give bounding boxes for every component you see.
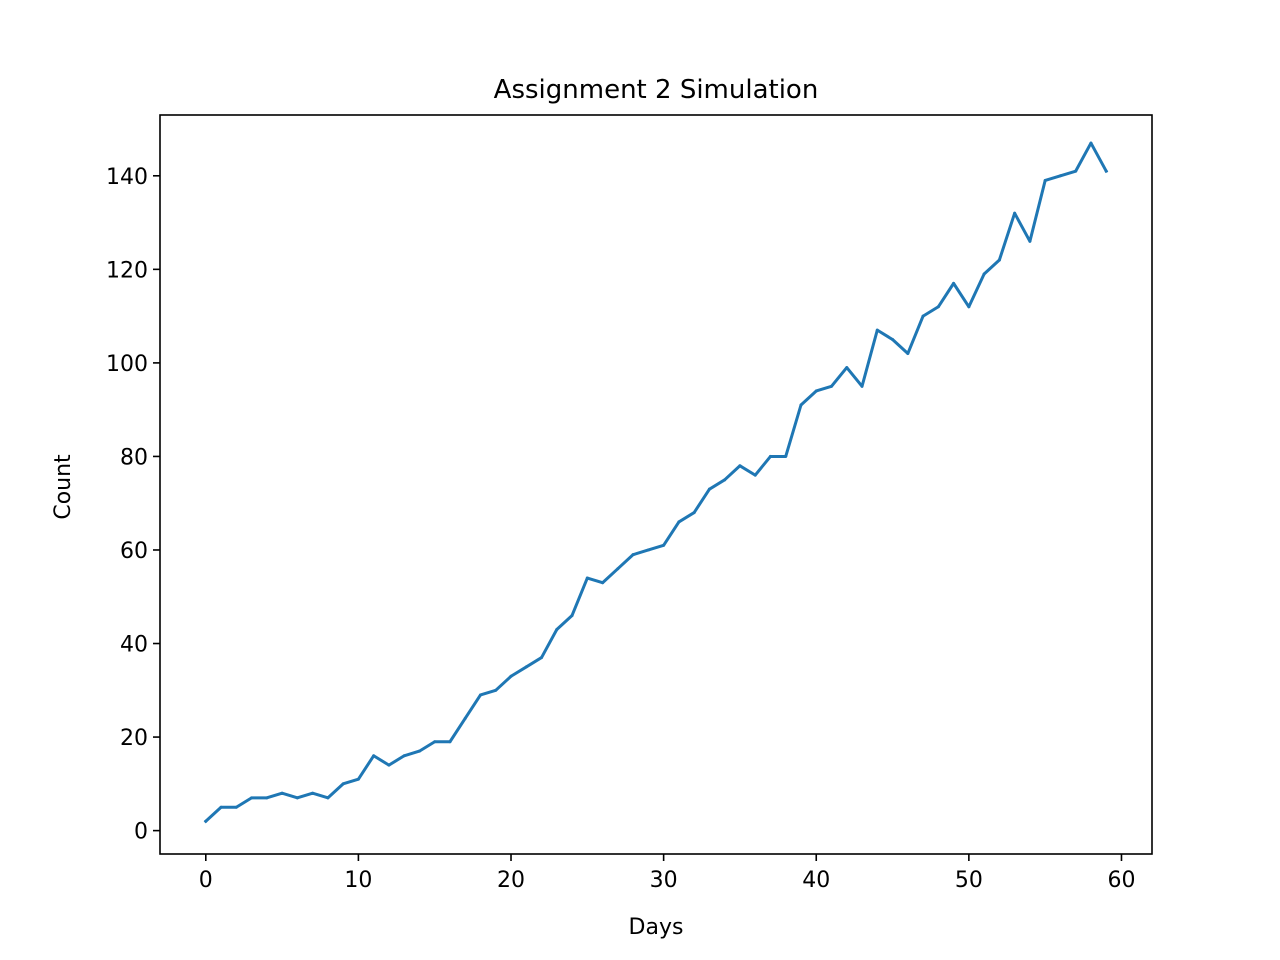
data-point xyxy=(707,487,711,491)
data-point xyxy=(997,258,1001,262)
data-point xyxy=(936,305,940,309)
data-points xyxy=(204,141,1108,823)
data-point xyxy=(738,464,742,468)
data-point xyxy=(1058,174,1062,178)
data-point xyxy=(906,352,910,356)
data-point xyxy=(1104,169,1108,173)
data-point xyxy=(387,763,391,767)
data-point xyxy=(952,281,956,285)
data-point xyxy=(219,805,223,809)
data-point xyxy=(1013,211,1017,215)
data-point xyxy=(753,473,757,477)
data-point xyxy=(875,328,879,332)
data-point xyxy=(860,384,864,388)
data-series-line xyxy=(203,141,1109,824)
y-tick-label: 40 xyxy=(120,633,148,658)
data-point xyxy=(326,796,330,800)
y-tick-label: 120 xyxy=(106,258,148,283)
y-tick-label: 60 xyxy=(120,539,148,564)
data-point xyxy=(1028,239,1032,243)
data-point xyxy=(433,740,437,744)
data-point xyxy=(311,791,315,795)
x-tick-label: 50 xyxy=(955,868,983,893)
data-point xyxy=(204,819,208,823)
data-point xyxy=(295,796,299,800)
plot-area xyxy=(160,115,1152,854)
plot-frame xyxy=(159,114,1153,855)
data-point xyxy=(814,389,818,393)
data-point xyxy=(768,454,772,458)
data-point xyxy=(1089,141,1093,145)
y-axis-ticks: 0 20 40 60 80 100 120 140 xyxy=(106,165,160,845)
data-point xyxy=(448,740,452,744)
data-point xyxy=(601,581,605,585)
data-point xyxy=(478,693,482,697)
x-tick-label: 10 xyxy=(344,868,372,893)
data-point xyxy=(341,782,345,786)
x-tick-label: 40 xyxy=(802,868,830,893)
x-tick-label: 0 xyxy=(199,868,213,893)
data-point xyxy=(265,796,269,800)
y-tick-label: 80 xyxy=(120,445,148,470)
data-point xyxy=(372,754,376,758)
chart-title: Assignment 2 Simulation xyxy=(494,75,819,105)
data-point xyxy=(662,543,666,547)
data-point xyxy=(280,791,284,795)
data-point xyxy=(616,567,620,571)
data-point xyxy=(555,627,559,631)
data-point xyxy=(784,454,788,458)
y-tick-label: 100 xyxy=(106,352,148,377)
x-axis-ticks: 0 10 20 30 40 50 60 xyxy=(199,854,1135,893)
data-point xyxy=(494,688,498,692)
data-point xyxy=(234,805,238,809)
data-point xyxy=(250,796,254,800)
data-point xyxy=(967,305,971,309)
data-point xyxy=(356,777,360,781)
y-tick-label: 0 xyxy=(134,820,148,845)
x-tick-label: 20 xyxy=(497,868,525,893)
y-tick-label: 140 xyxy=(106,165,148,190)
y-tick-label: 20 xyxy=(120,726,148,751)
data-point xyxy=(845,366,849,370)
data-point xyxy=(1074,169,1078,173)
data-point xyxy=(982,272,986,276)
data-point xyxy=(417,749,421,753)
y-axis-label: Count xyxy=(51,454,76,520)
data-point xyxy=(1043,178,1047,182)
data-point xyxy=(830,384,834,388)
data-point xyxy=(692,511,696,515)
data-point xyxy=(631,553,635,557)
data-point xyxy=(585,576,589,580)
data-point xyxy=(921,314,925,318)
x-axis-label: Days xyxy=(629,915,684,940)
data-point xyxy=(540,656,544,660)
data-point xyxy=(799,403,803,407)
data-point xyxy=(677,520,681,524)
data-point xyxy=(524,665,528,669)
data-point xyxy=(463,716,467,720)
data-point xyxy=(891,338,895,342)
data-point xyxy=(723,478,727,482)
data-point xyxy=(402,754,406,758)
x-tick-label: 30 xyxy=(650,868,678,893)
x-tick-label: 60 xyxy=(1107,868,1135,893)
data-point xyxy=(570,613,574,617)
data-point xyxy=(509,674,513,678)
data-point xyxy=(646,548,650,552)
